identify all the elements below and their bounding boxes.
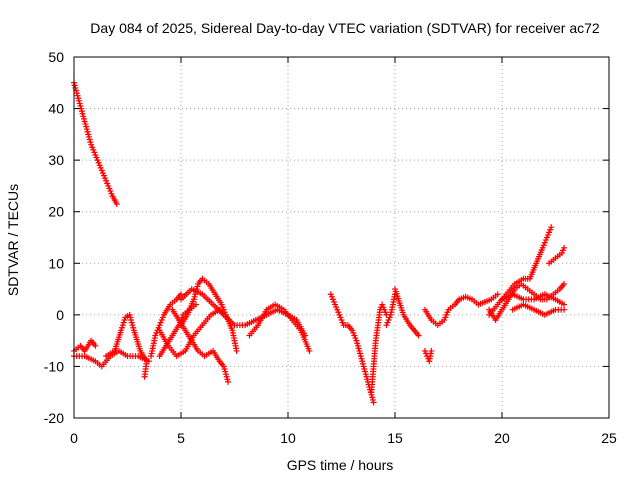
- tick-labels: 0 5 10 15 20 25 -20 -10 0 10 20 30 40 50: [44, 49, 617, 446]
- x-axis-label: GPS time / hours: [287, 457, 394, 473]
- x-tick-label: 25: [601, 430, 617, 446]
- data-point: [415, 332, 422, 339]
- y-tick-label: -20: [44, 410, 64, 426]
- plot-border: [73, 56, 610, 419]
- data-point: [548, 224, 555, 231]
- axis-ticks: [73, 56, 610, 419]
- x-tick-label: 15: [387, 430, 403, 446]
- x-tick-label: 20: [494, 430, 510, 446]
- data-points: [71, 79, 568, 406]
- data-point: [561, 306, 568, 313]
- data-point: [561, 301, 568, 308]
- data-point: [428, 347, 435, 354]
- y-tick-label: 40: [48, 101, 64, 117]
- data-point: [92, 342, 99, 349]
- x-tick-label: 0: [70, 430, 78, 446]
- chart-title: Day 084 of 2025, Sidereal Day-to-day VTE…: [90, 20, 600, 36]
- y-tick-label: 0: [56, 307, 64, 323]
- data-point: [561, 280, 568, 287]
- data-point: [233, 347, 240, 354]
- data-point: [494, 291, 501, 298]
- data-point: [370, 399, 377, 406]
- data-point: [113, 200, 120, 207]
- y-tick-label: 50: [48, 49, 64, 65]
- y-tick-label: 30: [48, 152, 64, 168]
- y-tick-label: 20: [48, 204, 64, 220]
- data-point: [561, 244, 568, 251]
- data-point: [306, 347, 313, 354]
- plot-frame: [73, 56, 610, 419]
- grid-lines: [74, 57, 609, 418]
- x-tick-label: 5: [177, 430, 185, 446]
- data-point: [192, 301, 199, 308]
- x-tick-label: 10: [280, 430, 296, 446]
- y-tick-label: -10: [44, 358, 64, 374]
- y-tick-label: 10: [48, 255, 64, 271]
- data-point: [225, 378, 232, 385]
- y-axis-label: SDTVAR / TECUs: [5, 184, 21, 296]
- data-point: [141, 373, 148, 380]
- data-point: [178, 291, 184, 298]
